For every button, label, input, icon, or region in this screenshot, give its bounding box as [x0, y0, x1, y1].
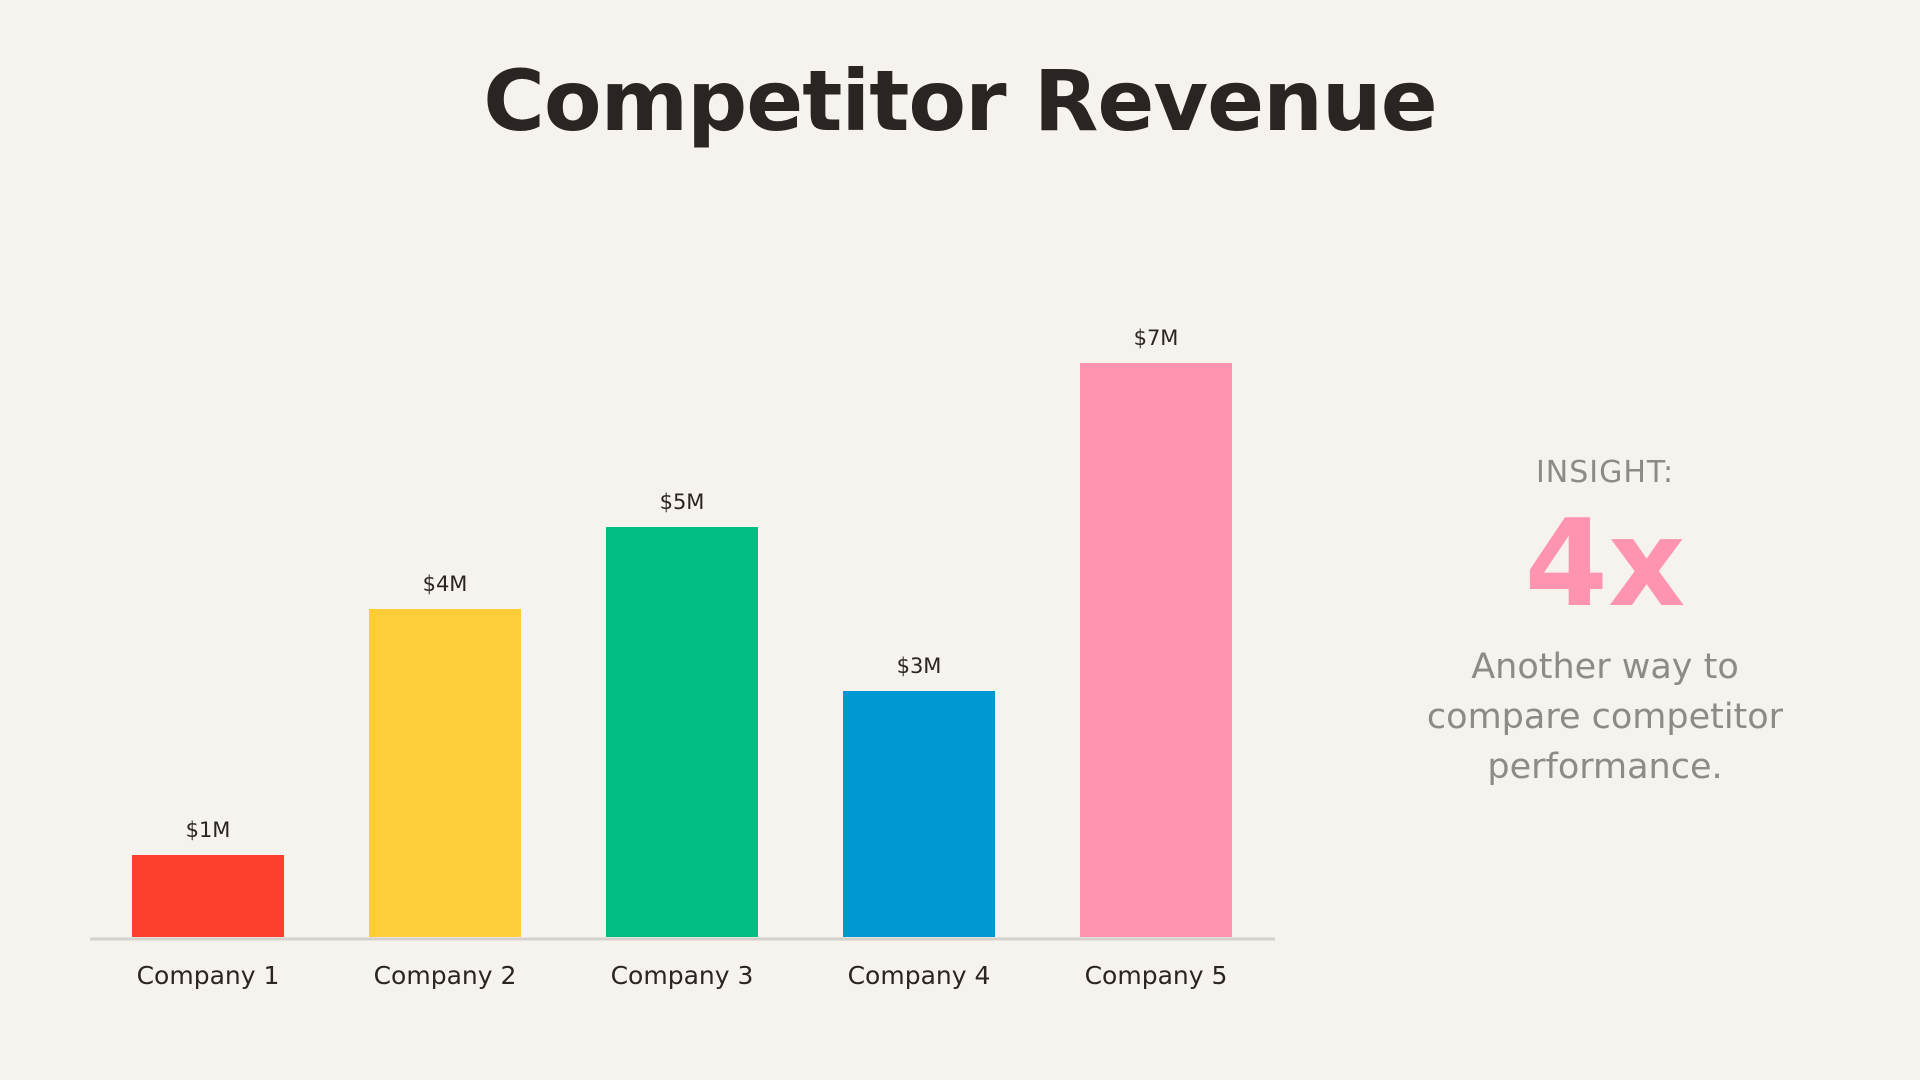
insight-text-line-2: compare competitor: [1426, 697, 1784, 737]
bar-4: [843, 691, 995, 937]
insight-label: INSIGHT:: [1535, 455, 1675, 490]
insight-value: 4x: [1524, 495, 1686, 634]
x-tick-label-4: Company 4: [848, 961, 991, 990]
data-label-2: $4M: [423, 572, 468, 596]
data-label-1: $1M: [186, 818, 231, 842]
data-label-3: $5M: [660, 490, 705, 514]
x-tick-label-5: Company 5: [1085, 961, 1228, 990]
chart-title: Competitor Revenue: [483, 52, 1437, 150]
insight-text-line-1: Another way to: [1471, 647, 1739, 687]
bar-2: [369, 609, 521, 937]
x-tick-label-1: Company 1: [137, 961, 280, 990]
insight-text-line-3: performance.: [1487, 747, 1723, 787]
data-label-5: $7M: [1134, 326, 1179, 350]
data-label-4: $3M: [897, 654, 942, 678]
bar-5: [1080, 363, 1232, 937]
bar-1: [132, 855, 284, 937]
insight-text: Another way to compare competitor perfor…: [1380, 642, 1830, 792]
x-tick-label-3: Company 3: [611, 961, 754, 990]
bar-3: [606, 527, 758, 937]
x-tick-label-2: Company 2: [374, 961, 517, 990]
